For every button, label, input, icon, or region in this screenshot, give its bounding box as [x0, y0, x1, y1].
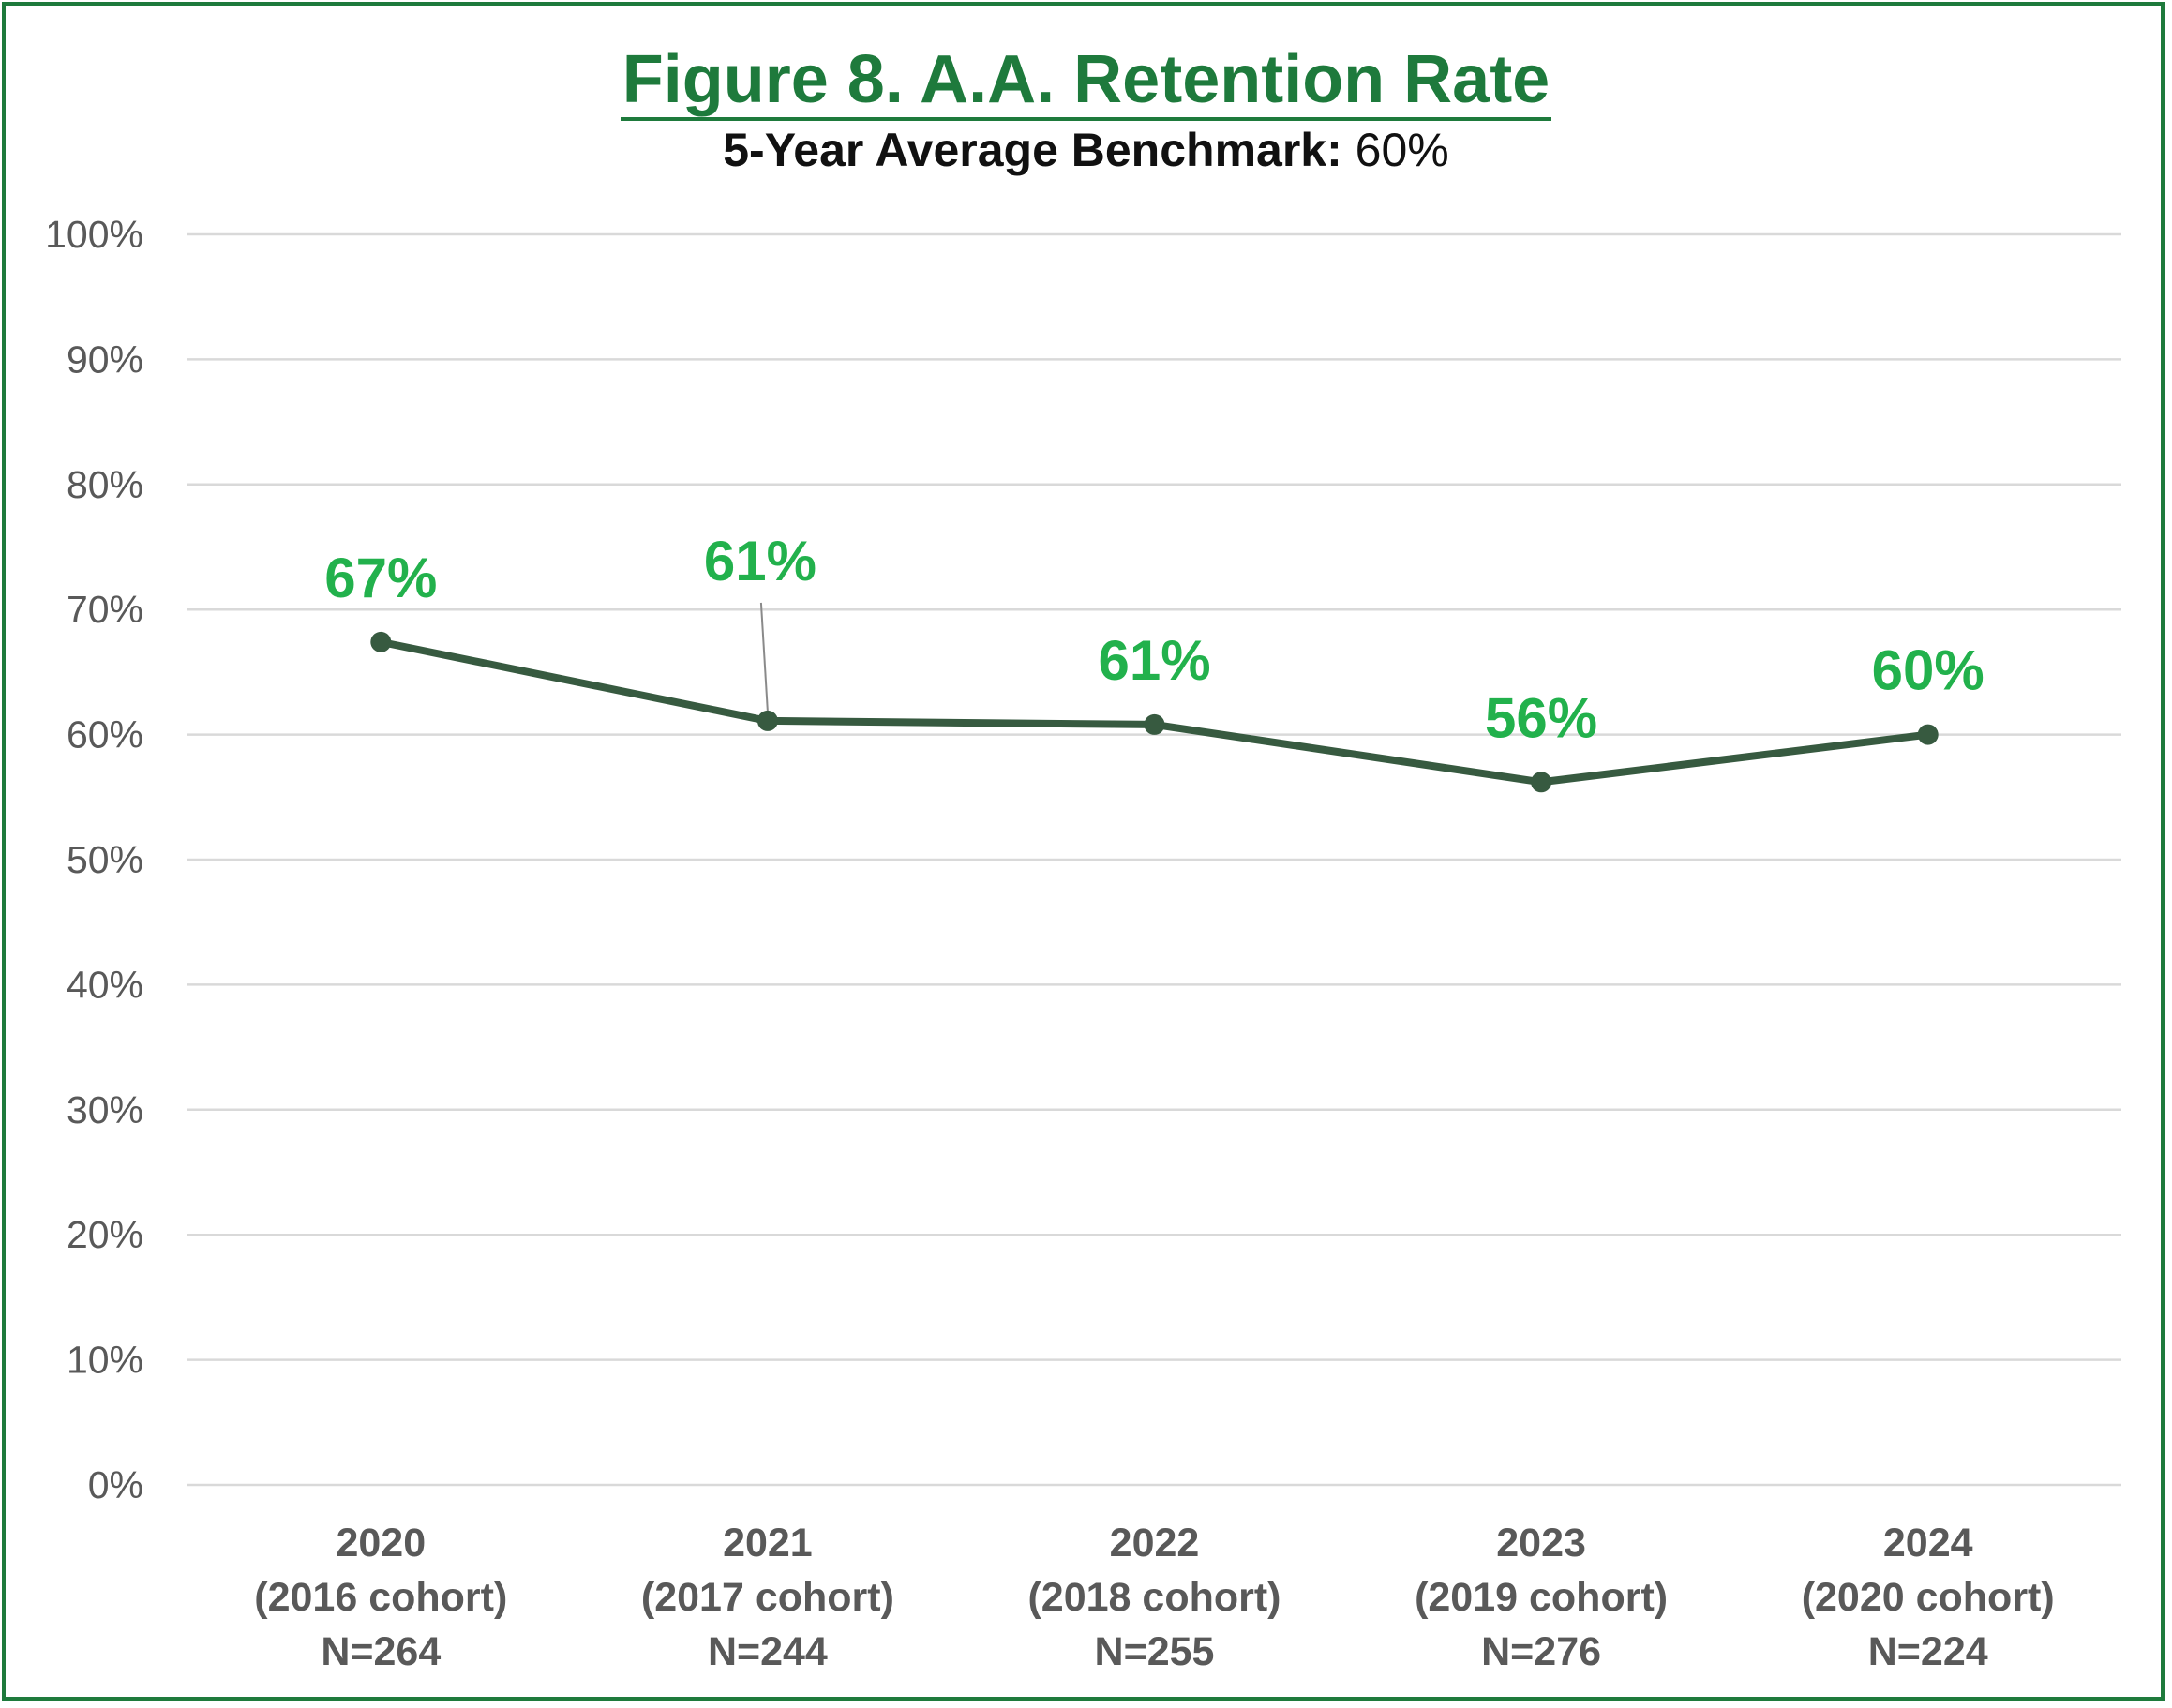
gridlines [187, 232, 2121, 1487]
x-tick-label-1-1: (2017 cohort) [641, 1575, 894, 1620]
leader-line-1 [759, 602, 769, 712]
data-point-1 [756, 710, 778, 731]
data-point-3 [1531, 772, 1552, 793]
x-tick-label-4-2: N=224 [1868, 1629, 1988, 1674]
data-point-0 [370, 631, 392, 652]
x-axis-ticks: 2020 (2016 cohort) N=264 2021 (2017 cohort) N… [254, 1521, 2054, 1674]
data-labels: 67% 61% 61% 56% 60% [324, 530, 1984, 749]
chart-title: Figure 8. A.A. Retention Rate [0, 37, 2172, 122]
y-tick-label-0: 0% [88, 1463, 143, 1506]
data-point-2 [1144, 713, 1165, 735]
x-tick-label-3-2: N=276 [1481, 1629, 1601, 1674]
data-label-4: 60% [1872, 639, 1985, 702]
leader-lines [759, 602, 769, 712]
data-points [370, 631, 1939, 793]
x-tick-label-3-1: (2019 cohort) [1415, 1575, 1668, 1620]
x-tick-label-0-0: 2020 [336, 1521, 426, 1566]
data-label-2: 61% [1098, 629, 1210, 692]
benchmark-value: 60% [1355, 124, 1449, 176]
x-tick-label-4-1: (2020 cohort) [1802, 1575, 2055, 1620]
data-label-1: 61% [704, 530, 816, 592]
data-point-4 [1917, 724, 1939, 745]
y-tick-label-10: 100% [45, 213, 143, 256]
data-label-0: 67% [324, 547, 437, 609]
y-axis-ticks: 0% 10% 20% 30% 40% 50% 60% 70% 80% 90% 100% [45, 213, 143, 1506]
benchmark-label: 5-Year Average Benchmark: [723, 124, 1342, 176]
x-tick-label-0-2: N=264 [321, 1629, 441, 1674]
x-tick-label-0-1: (2016 cohort) [254, 1575, 507, 1620]
y-tick-label-2: 20% [67, 1213, 143, 1256]
y-tick-label-5: 50% [67, 838, 143, 881]
x-tick-label-2-1: (2018 cohort) [1027, 1575, 1281, 1620]
y-tick-label-4: 40% [67, 963, 143, 1006]
y-tick-label-7: 70% [67, 588, 143, 631]
chart-subtitle: 5-Year Average Benchmark: 60% [0, 119, 2172, 181]
y-tick-label-6: 60% [67, 713, 143, 757]
x-tick-label-1-0: 2021 [723, 1521, 813, 1566]
x-tick-label-1-2: N=244 [708, 1629, 828, 1674]
y-tick-label-1: 10% [67, 1339, 143, 1382]
x-tick-label-2-2: N=255 [1095, 1629, 1215, 1674]
x-tick-label-2-0: 2022 [1110, 1521, 1200, 1566]
x-tick-label-4-0: 2024 [1883, 1521, 1973, 1566]
y-tick-label-9: 90% [67, 337, 143, 381]
x-tick-label-3-0: 2023 [1496, 1521, 1586, 1566]
y-tick-label-3: 30% [67, 1088, 143, 1131]
y-tick-label-8: 80% [67, 463, 143, 506]
chart-title-text: Figure 8. A.A. Retention Rate [620, 42, 1552, 121]
data-label-3: 56% [1485, 686, 1597, 749]
